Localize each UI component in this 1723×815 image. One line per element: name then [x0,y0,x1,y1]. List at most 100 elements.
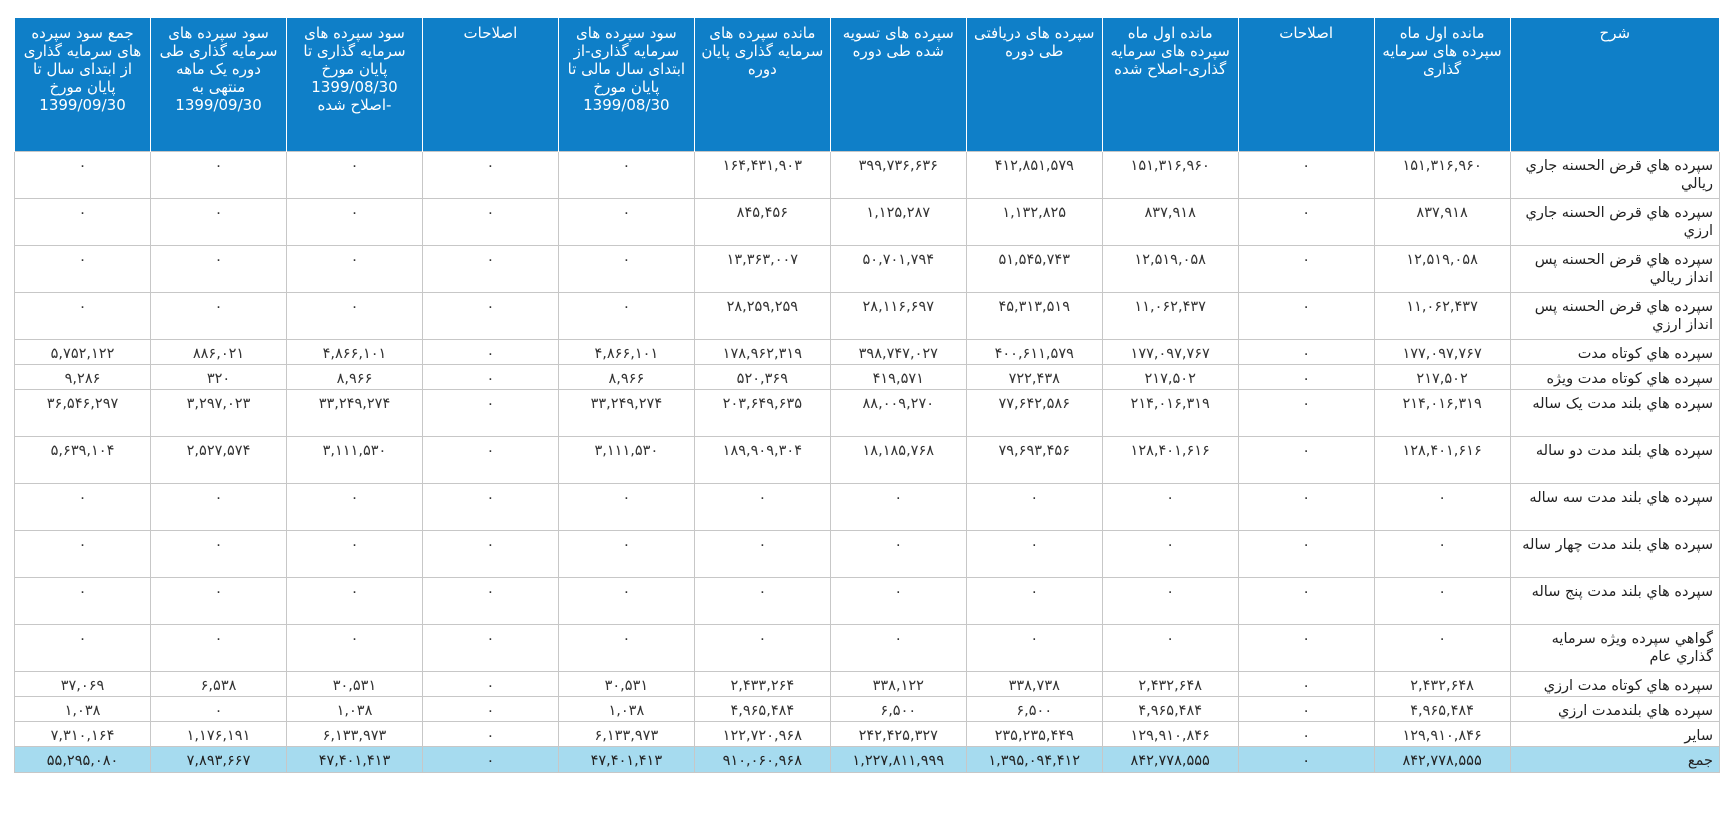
table-cell: ۳۳,۲۴۹,۲۷۴ [286,388,423,437]
table-cell: ۱۵۱,۳۱۶,۹۶۰ [1101,150,1239,199]
table-cell: ۰ [421,338,559,365]
table-cell: ۰ [557,150,695,199]
total-cell: ۰ [1237,745,1375,773]
table-cell: ۰ [421,576,559,625]
table-cell: ۰ [150,482,287,531]
table-cell: ۰ [829,482,967,531]
table-cell: ۱۲۸,۴۰۱,۶۱۶ [1373,435,1511,484]
table-cell: ۰ [693,623,831,672]
table-cell: ۵,۷۵۲,۱۲۲ [13,338,152,365]
table-cell: ۳۳۸,۷۳۸ [965,670,1103,697]
table-cell: ۰ [557,576,695,625]
table-cell: ۳۳۸,۱۲۲ [829,670,967,697]
table-cell: ۰ [1237,197,1375,246]
table-cell: ۱۷۷,۰۹۷,۷۶۷ [1101,338,1239,365]
table-cell: ۱۲۹,۹۱۰,۸۴۶ [1101,720,1239,747]
deposits-report: شرح مانده اول ماه سپرده های سرمایه گذاری… [13,18,1721,773]
table-cell: ۰ [421,670,559,697]
table-cell: ۲,۴۳۲,۶۴۸ [1101,670,1239,697]
table-cell: ۱,۰۳۸ [13,695,152,722]
table-cell: ۱۲۸,۴۰۱,۶۱۶ [1101,435,1239,484]
header-profit-total: جمع سود سپرده های سرمایه گذاری از ابتدای… [13,18,152,151]
table-cell: ۰ [1373,576,1511,625]
table-cell: ۰ [421,720,559,747]
table-cell: ۲,۴۳۲,۶۴۸ [1373,670,1511,697]
table-cell: ۰ [1373,623,1511,672]
table-cell: ۰ [286,244,423,293]
table-cell: ۴,۹۶۵,۴۸۴ [1101,695,1239,722]
table-cell: ۶,۵۰۰ [829,695,967,722]
total-row: جمع ۸۴۲,۷۷۸,۵۵۵ ۰ ۸۴۲,۷۷۸,۵۵۵ ۱,۳۹۵,۰۹۴,۴۱۲ ۱… [13,745,1721,773]
row-description: سپرده هاي بلند مدت دو ساله [1509,435,1721,484]
total-cell: ۱,۲۲۷,۸۱۱,۹۹۹ [829,745,967,773]
row-description: سپرده هاي كوتاه مدت [1509,338,1721,365]
table-row: سپرده هاي كوتاه مدت ويژه ۲۱۷,۵۰۲ ۰ ۲۱۷,۵۰۲ ۷… [13,363,1721,390]
header-profit-adjusted: سود سپرده های سرمایه گذاری تا پایان مورخ… [286,18,423,151]
table-cell: ۰ [1237,695,1375,722]
table-row: سپرده هاي كوتاه مدت ارزي ۲,۴۳۲,۶۴۸ ۰ ۲,۴۳۲,… [13,670,1721,697]
total-cell: ۸۴۲,۷۷۸,۵۵۵ [1101,745,1239,773]
table-cell: ۰ [1237,244,1375,293]
table-cell: ۰ [421,291,559,340]
table-cell: ۲۸,۱۱۶,۶۹۷ [829,291,967,340]
table-cell: ۳۰,۵۳۱ [286,670,423,697]
table-cell: ۳۹۹,۷۳۶,۶۳۶ [829,150,967,199]
table-cell: ۲۱۷,۵۰۲ [1101,363,1239,390]
table-cell: ۰ [421,695,559,722]
table-row: سپرده هاي قرض الحسنه جاري ريالي ۱۵۱,۳۱۶,۹… [13,150,1721,199]
header-row: شرح مانده اول ماه سپرده های سرمایه گذاری… [13,18,1721,151]
table-row: سپرده هاي قرض الحسنه جاري ارزي ۸۳۷,۹۱۸ ۰ ۸۳… [13,197,1721,246]
header-profit-month: سود سپرده های سرمایه گذاری طی دوره یک ما… [150,18,287,151]
table-cell: ۵۰,۷۰۱,۷۹۴ [829,244,967,293]
table-cell: ۱۵۱,۳۱۶,۹۶۰ [1373,150,1511,199]
table-cell: ۴,۹۶۵,۴۸۴ [693,695,831,722]
table-cell: ۱,۰۳۸ [286,695,423,722]
table-cell: ۳۳,۲۴۹,۲۷۴ [557,388,695,437]
row-description: سپرده هاي كوتاه مدت ويژه [1509,363,1721,390]
table-cell: ۰ [286,529,423,578]
table-cell: ۰ [693,529,831,578]
table-row: سپرده هاي كوتاه مدت ۱۷۷,۰۹۷,۷۶۷ ۰ ۱۷۷,۰۹۷,۷… [13,338,1721,365]
table-cell: ۰ [150,576,287,625]
table-cell: ۰ [13,529,152,578]
table-cell: ۴۰۰,۶۱۱,۵۷۹ [965,338,1103,365]
header-adjustments: اصلاحات [1237,18,1375,151]
table-cell: ۰ [693,482,831,531]
table-cell: ۱۸۹,۹۰۹,۳۰۴ [693,435,831,484]
table-cell: ۸۳۷,۹۱۸ [1101,197,1239,246]
table-body: سپرده هاي قرض الحسنه جاري ريالي ۱۵۱,۳۱۶,۹… [13,150,1721,773]
table-cell: ۸۴۵,۴۵۶ [693,197,831,246]
table-cell: ۰ [1237,720,1375,747]
table-cell: ۱۲,۵۱۹,۰۵۸ [1373,244,1511,293]
total-cell: ۵۵,۲۹۵,۰۸۰ [13,745,152,773]
table-cell: ۴۱۲,۸۵۱,۵۷۹ [965,150,1103,199]
table-row: گواهي سپرده ويژه سرمايه گذاري عام ۰ ۰ ۰ ۰ ۰ ۰ ۰… [13,623,1721,672]
table-cell: ۶,۵۰۰ [965,695,1103,722]
table-cell: ۰ [13,150,152,199]
table-cell: ۰ [693,576,831,625]
table-cell: ۲۱۴,۰۱۶,۳۱۹ [1101,388,1239,437]
table-cell: ۲,۵۲۷,۵۷۴ [150,435,287,484]
table-cell: ۰ [1373,529,1511,578]
table-cell: ۴,۸۶۶,۱۰۱ [286,338,423,365]
table-cell: ۰ [965,623,1103,672]
table-cell: ۰ [421,435,559,484]
table-cell: ۷۹,۶۹۳,۴۵۶ [965,435,1103,484]
table-cell: ۰ [286,150,423,199]
table-cell: ۰ [965,529,1103,578]
total-cell: ۷,۸۹۳,۶۶۷ [150,745,287,773]
table-cell: ۴,۸۶۶,۱۰۱ [557,338,695,365]
table-cell: ۰ [1101,482,1239,531]
table-cell: ۲,۴۳۳,۲۶۴ [693,670,831,697]
table-cell: ۱۱,۰۶۲,۴۳۷ [1101,291,1239,340]
table-cell: ۰ [829,529,967,578]
table-cell: ۱۶۴,۴۳۱,۹۰۳ [693,150,831,199]
table-cell: ۸,۹۶۶ [557,363,695,390]
table-cell: ۰ [557,623,695,672]
table-cell: ۲۴۲,۴۲۵,۳۲۷ [829,720,967,747]
header-description: شرح [1509,18,1721,151]
table-cell: ۱۷۷,۰۹۷,۷۶۷ [1373,338,1511,365]
table-cell: ۰ [421,363,559,390]
table-cell: ۲۸,۲۵۹,۲۵۹ [693,291,831,340]
table-cell: ۰ [829,623,967,672]
